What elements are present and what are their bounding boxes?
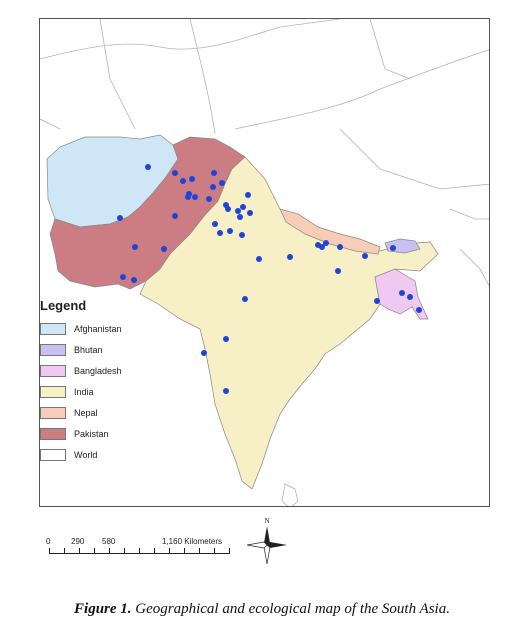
caption-text: Geographical and ecological map of the S… <box>135 601 450 617</box>
legend-swatch <box>40 322 66 335</box>
sample-point <box>323 240 329 246</box>
legend-item-bangladesh: Bangladesh <box>40 360 158 381</box>
sample-point <box>161 246 167 252</box>
sample-point <box>145 164 151 170</box>
legend-swatch <box>40 364 66 377</box>
sample-point <box>416 307 422 313</box>
legend-item-afghanistan: Afghanistan <box>40 318 158 339</box>
sample-point <box>192 194 198 200</box>
sample-points <box>117 164 422 394</box>
north-arrow: N <box>243 515 291 565</box>
sample-point <box>239 232 245 238</box>
compass-rose-icon: N <box>246 517 287 565</box>
north-label: N <box>264 517 269 525</box>
sample-point <box>315 242 321 248</box>
legend-item-world: World <box>40 444 158 465</box>
legend-label: Pakistan <box>74 428 109 439</box>
sample-point <box>407 294 413 300</box>
legend-label: World <box>74 449 98 460</box>
sample-point <box>223 336 229 342</box>
sample-point <box>390 245 396 251</box>
scale-tick <box>94 548 95 554</box>
sample-point <box>117 215 123 221</box>
sample-point <box>217 230 223 236</box>
sample-point <box>399 290 405 296</box>
sample-point <box>245 192 251 198</box>
legend-title: Legend <box>40 298 87 313</box>
sample-point <box>172 213 178 219</box>
sample-point <box>337 244 343 250</box>
legend-item-india: India <box>40 381 158 402</box>
scale-tick <box>124 548 125 554</box>
legend-swatch <box>40 427 66 440</box>
sample-point <box>219 180 225 186</box>
sample-point <box>362 253 368 259</box>
scale-bar: 0 290 580 1,160 Kilometers <box>44 537 254 567</box>
legend-label: Bangladesh <box>74 365 122 376</box>
sample-point <box>242 296 248 302</box>
sample-point <box>172 170 178 176</box>
sample-point <box>247 210 253 216</box>
map-frame <box>39 18 490 507</box>
scale-label-580: 580 <box>102 537 116 546</box>
legend-swatch <box>40 406 66 419</box>
sample-point <box>223 388 229 394</box>
sample-point <box>131 277 137 283</box>
figure-caption: Figure 1. Geographical and ecological ma… <box>0 601 524 618</box>
scale-tick <box>109 548 110 554</box>
scale-tick <box>49 548 50 554</box>
scale-tick <box>79 548 80 554</box>
sample-point <box>225 206 231 212</box>
scale-tick <box>229 548 230 554</box>
sample-point <box>256 256 262 262</box>
sri-lanka-outline <box>281 483 299 506</box>
sample-point <box>206 196 212 202</box>
nepal-region <box>279 208 381 255</box>
scale-tick <box>199 548 200 554</box>
sample-point <box>210 184 216 190</box>
sample-point <box>235 208 241 214</box>
legend-item-nepal: Nepal <box>40 402 158 423</box>
scale-tick <box>184 548 185 554</box>
sample-point <box>189 176 195 182</box>
sample-point <box>132 244 138 250</box>
scale-label-0: 0 <box>46 537 51 546</box>
legend-label: Nepal <box>74 407 98 418</box>
scale-label-290: 290 <box>71 537 85 546</box>
legend-label: Afghanistan <box>74 323 122 334</box>
sample-point <box>180 178 186 184</box>
legend-label: India <box>74 386 94 397</box>
sample-point <box>120 274 126 280</box>
scale-tick <box>169 548 170 554</box>
legend-item-pakistan: Pakistan <box>40 423 158 444</box>
scale-tick <box>64 548 65 554</box>
map-canvas <box>40 19 489 506</box>
world-borders <box>40 19 489 287</box>
scale-label-1160: 1,160 Kilometers <box>162 537 223 546</box>
sample-point <box>201 350 207 356</box>
legend-item-bhutan: Bhutan <box>40 339 158 360</box>
scale-tick <box>154 548 155 554</box>
caption-label: Figure 1. <box>74 601 132 617</box>
sample-point <box>227 228 233 234</box>
sample-point <box>240 204 246 210</box>
sample-point <box>211 170 217 176</box>
legend-swatch <box>40 385 66 398</box>
scale-tick <box>214 548 215 554</box>
legend-swatch <box>40 448 66 461</box>
sample-point <box>287 254 293 260</box>
sample-point <box>374 298 380 304</box>
legend-swatch <box>40 343 66 356</box>
scale-tick <box>139 548 140 554</box>
sample-point <box>335 268 341 274</box>
sample-point <box>185 194 191 200</box>
legend: Legend Afghanistan Bhutan Bangladesh Ind… <box>40 298 158 465</box>
sample-point <box>212 221 218 227</box>
sample-point <box>237 214 243 220</box>
legend-label: Bhutan <box>74 344 103 355</box>
